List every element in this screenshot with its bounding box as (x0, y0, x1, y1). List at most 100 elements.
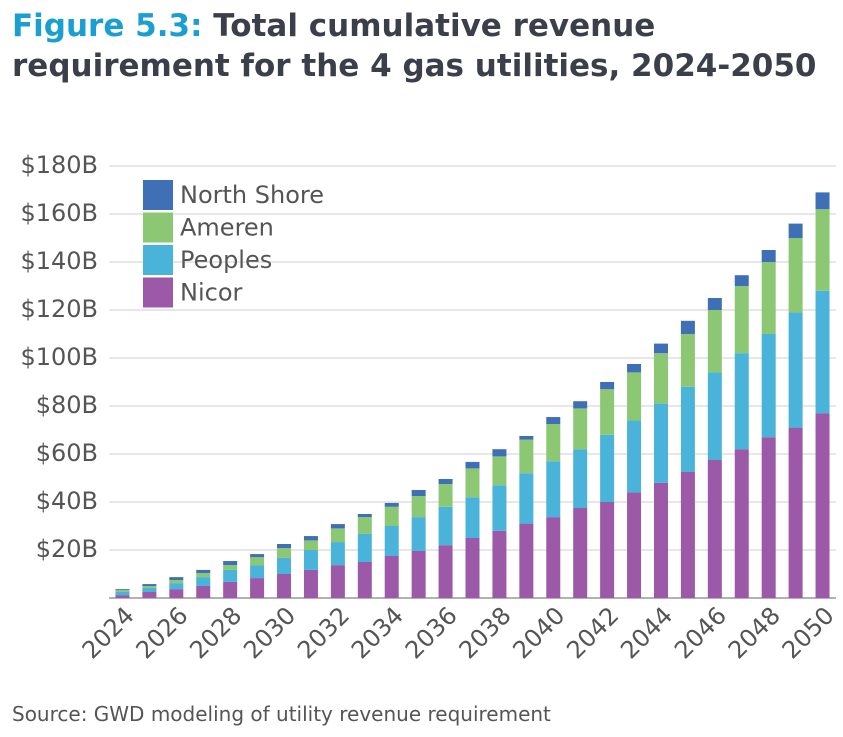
bar-segment (680, 334, 695, 387)
bar-segment (761, 250, 776, 262)
bar-segment (411, 490, 426, 496)
bar-segment (788, 238, 803, 313)
bar-segment (788, 223, 803, 238)
bar-segment (788, 427, 803, 598)
bar-segment (438, 484, 453, 507)
bar-segment (653, 353, 668, 404)
bar-segment (438, 545, 453, 598)
x-tick-label: 2028 (184, 601, 247, 664)
bar-segment (303, 550, 318, 570)
bar-segment (573, 408, 588, 450)
bar-segment (384, 556, 399, 598)
bar-segment (169, 583, 184, 590)
bar-segment (196, 577, 211, 586)
bar-segment (169, 577, 184, 580)
bar-segment (438, 506, 453, 546)
bar-segment (627, 420, 642, 493)
bar-segment (761, 262, 776, 334)
bar-segment (115, 592, 130, 596)
y-tick-label: $120B (20, 295, 98, 323)
x-tick-label: 2040 (507, 601, 570, 664)
x-tick-label: 2050 (777, 601, 840, 664)
y-tick-label: $100B (20, 343, 98, 371)
bar-segment (734, 353, 749, 450)
legend-label: Ameren (180, 214, 274, 242)
bar-segment (546, 461, 561, 518)
bar-segment (600, 502, 615, 598)
bar-segment (734, 449, 749, 598)
bar-segment (142, 584, 157, 586)
bar-segment (600, 434, 615, 502)
legend-label: North Shore (180, 181, 324, 209)
bar-segment (330, 542, 345, 566)
bar-segment (680, 472, 695, 598)
bar-segment (250, 554, 265, 558)
bar-segment (546, 417, 561, 424)
bar-segment (223, 561, 238, 566)
bar-segment (519, 523, 534, 598)
bar-segment (600, 382, 615, 390)
bar-segment (303, 540, 318, 550)
bar-segment (357, 533, 372, 562)
bar-segment (303, 536, 318, 541)
bar-segment (815, 413, 830, 598)
bar-segment (196, 573, 211, 578)
x-tick-label: 2044 (615, 601, 678, 664)
y-tick-label: $60B (36, 439, 98, 467)
bar-segment (653, 403, 668, 483)
bar-segment (196, 569, 211, 574)
legend-swatch (143, 245, 173, 275)
bar-segment (169, 580, 184, 584)
title-text: Total cumulative revenue requirement for… (12, 8, 817, 84)
bar-segment (357, 514, 372, 518)
bar-segment (142, 592, 157, 598)
bar-segment (653, 482, 668, 598)
bar-segment (734, 286, 749, 354)
y-tick-label: $40B (36, 487, 98, 515)
bar-segment (250, 557, 265, 566)
bar-segment (250, 565, 265, 579)
source-note: Source: GWD modeling of utility revenue … (12, 702, 551, 726)
bar-segment (384, 502, 399, 507)
bar-segment (115, 590, 130, 592)
bar-segment (653, 343, 668, 354)
bar-segment (330, 565, 345, 598)
legend-swatch (143, 212, 173, 243)
bar-segment (142, 587, 157, 592)
bar-segment (546, 424, 561, 462)
bar-segment (707, 310, 722, 373)
bar-segment (815, 192, 830, 210)
y-tick-label: $80B (36, 391, 98, 419)
bar-segment (573, 449, 588, 508)
bar-segment (573, 401, 588, 409)
bar-segment (600, 389, 615, 435)
bar-segment (411, 517, 426, 551)
bar-segment (546, 517, 561, 598)
x-tick-label: 2032 (292, 601, 355, 664)
bar-segment (815, 290, 830, 414)
y-tick-label: $180B (20, 151, 98, 179)
x-tick-label: 2026 (131, 601, 194, 664)
bar-segment (492, 449, 507, 457)
y-tick-label: $160B (20, 199, 98, 227)
title-label: Figure 5.3: (12, 8, 203, 44)
bar-segment (707, 460, 722, 598)
bar-segment (330, 524, 345, 529)
bar-segment (277, 548, 292, 558)
bar-segment (707, 372, 722, 460)
x-tick-label: 2034 (346, 601, 409, 664)
x-tick-label: 2036 (400, 601, 463, 664)
x-tick-label: 2024 (77, 601, 140, 664)
bar-segment (384, 506, 399, 526)
legend-swatch (143, 180, 173, 210)
bar-segment (411, 550, 426, 598)
bar-segment (277, 544, 292, 549)
x-tick-label: 2038 (454, 601, 517, 664)
bar-segment (761, 334, 776, 438)
legend-label: Nicor (180, 279, 243, 307)
bar-segment (330, 528, 345, 543)
bar-segment (761, 437, 776, 598)
bar-segment (196, 586, 211, 598)
bar-segment (115, 589, 130, 591)
